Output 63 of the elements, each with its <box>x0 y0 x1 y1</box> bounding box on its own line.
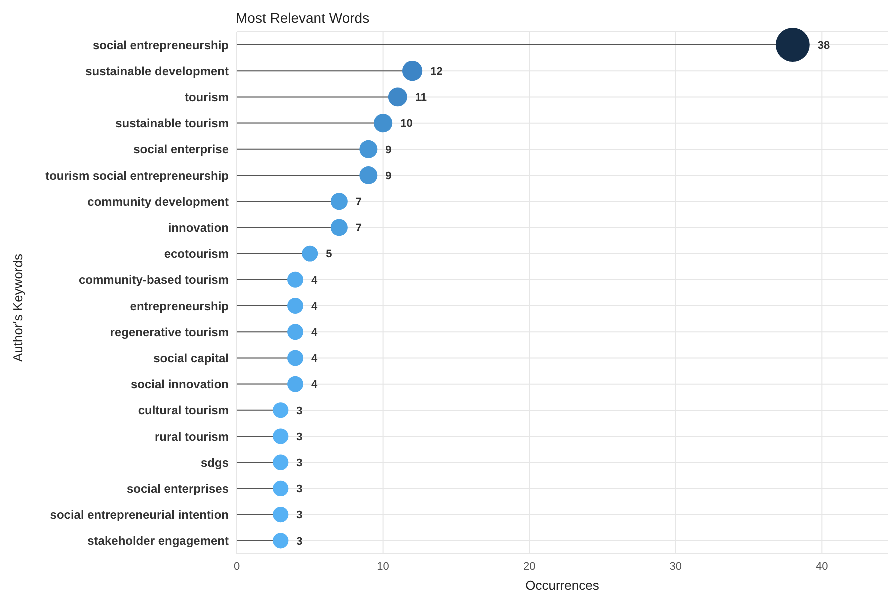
point <box>288 298 304 314</box>
x-tick-label: 30 <box>670 560 682 573</box>
data-label: 7 <box>356 196 362 208</box>
y-tick-label: social entrepreneurial intention <box>50 508 229 522</box>
y-tick-label: innovation <box>168 221 229 236</box>
y-tick-label: community-based tourism <box>78 273 229 288</box>
data-label: 4 <box>311 379 318 392</box>
x-tick-label: 20 <box>523 560 536 573</box>
data-label: 9 <box>386 170 392 182</box>
chart-title: Most Relevant Words <box>236 10 370 26</box>
y-axis-title: Author's Keywords <box>10 254 26 362</box>
y-tick-label: rural tourism <box>154 430 229 444</box>
point <box>288 324 304 340</box>
y-tick-label: sustainable tourism <box>116 116 229 131</box>
y-tick-label: stakeholder engagement <box>88 534 230 548</box>
data-label: 10 <box>400 118 413 130</box>
point <box>273 428 289 444</box>
y-tick-label: tourism social entrepreneurship <box>46 168 229 183</box>
point <box>330 219 348 236</box>
data-label: 3 <box>296 536 303 548</box>
data-label: 7 <box>356 222 362 235</box>
point <box>302 246 318 262</box>
data-label: 4 <box>311 274 318 287</box>
point <box>330 193 348 210</box>
point <box>273 402 289 418</box>
data-label: 3 <box>296 457 303 470</box>
point <box>273 507 289 523</box>
y-tick-label: ecotourism <box>164 247 229 262</box>
x-axis-title: Occurrences <box>524 578 600 593</box>
point <box>288 350 304 366</box>
y-tick-label: social enterprises <box>126 482 230 496</box>
y-tick-label: cultural tourism <box>138 404 229 418</box>
x-tick-label: 0 <box>234 560 240 573</box>
y-tick-label: social capital <box>154 352 229 366</box>
y-tick-label: community development <box>88 194 229 209</box>
point <box>288 376 304 392</box>
data-label: 5 <box>326 248 332 261</box>
data-label: 38 <box>818 40 830 52</box>
point <box>288 272 304 288</box>
y-tick-label: entrepreneurship <box>130 299 229 314</box>
y-tick-label: regenerative tourism <box>110 325 229 340</box>
x-tick-label: 40 <box>816 560 828 573</box>
data-label: 4 <box>311 326 318 339</box>
data-label: 9 <box>386 144 392 156</box>
point <box>360 166 378 184</box>
data-label: 4 <box>311 300 318 313</box>
data-label: 4 <box>311 353 318 366</box>
y-tick-label: tourism <box>184 90 229 105</box>
data-label: 3 <box>296 510 303 522</box>
y-tick-label: sustainable development <box>86 64 229 78</box>
y-tick-label: social entrepreneurship <box>92 38 229 52</box>
y-tick-label: social innovation <box>130 378 229 392</box>
x-tick-label: 10 <box>377 560 390 573</box>
data-label: 3 <box>296 405 303 418</box>
point <box>273 480 289 496</box>
data-label: 3 <box>296 484 303 496</box>
y-tick-label: sdgs <box>200 456 230 470</box>
y-tick-label: social enterprise <box>134 142 230 157</box>
data-label: 3 <box>296 431 303 444</box>
point <box>273 454 289 470</box>
data-label: 11 <box>415 92 428 104</box>
point <box>273 533 289 549</box>
data-label: 12 <box>430 66 443 78</box>
